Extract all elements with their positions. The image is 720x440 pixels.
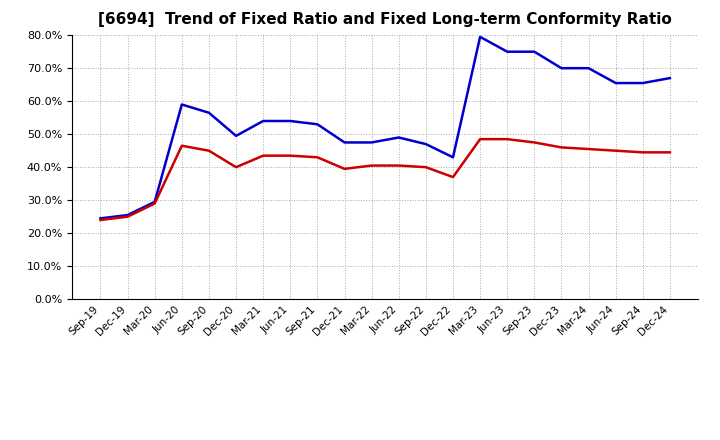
Fixed Ratio (421, 141, 430, 147)
Fixed Long-term Conformity Ratio (232, 165, 240, 170)
Line: Fixed Long-term Conformity Ratio: Fixed Long-term Conformity Ratio (101, 139, 670, 220)
Fixed Ratio (367, 140, 376, 145)
Fixed Long-term Conformity Ratio (367, 163, 376, 168)
Fixed Long-term Conformity Ratio (476, 136, 485, 142)
Fixed Long-term Conformity Ratio (286, 153, 294, 158)
Fixed Long-term Conformity Ratio (313, 154, 322, 160)
Fixed Long-term Conformity Ratio (449, 174, 457, 180)
Fixed Long-term Conformity Ratio (503, 136, 511, 142)
Fixed Ratio (449, 154, 457, 160)
Fixed Long-term Conformity Ratio (259, 153, 268, 158)
Fixed Ratio (611, 81, 620, 86)
Fixed Ratio (395, 135, 403, 140)
Fixed Ratio (639, 81, 647, 86)
Fixed Ratio (204, 110, 213, 115)
Fixed Long-term Conformity Ratio (584, 147, 593, 152)
Fixed Ratio (123, 213, 132, 218)
Fixed Long-term Conformity Ratio (557, 145, 566, 150)
Fixed Long-term Conformity Ratio (341, 166, 349, 172)
Fixed Long-term Conformity Ratio (150, 201, 159, 206)
Fixed Ratio (150, 199, 159, 205)
Fixed Ratio (286, 118, 294, 124)
Fixed Ratio (341, 140, 349, 145)
Fixed Long-term Conformity Ratio (530, 140, 539, 145)
Fixed Ratio (178, 102, 186, 107)
Fixed Long-term Conformity Ratio (639, 150, 647, 155)
Fixed Ratio (530, 49, 539, 54)
Fixed Ratio (503, 49, 511, 54)
Fixed Ratio (476, 34, 485, 40)
Fixed Ratio (313, 121, 322, 127)
Fixed Long-term Conformity Ratio (96, 217, 105, 223)
Fixed Ratio (584, 66, 593, 71)
Fixed Ratio (665, 75, 674, 81)
Fixed Ratio (96, 216, 105, 221)
Fixed Ratio (557, 66, 566, 71)
Fixed Long-term Conformity Ratio (395, 163, 403, 168)
Fixed Ratio (259, 118, 268, 124)
Fixed Long-term Conformity Ratio (421, 165, 430, 170)
Fixed Long-term Conformity Ratio (665, 150, 674, 155)
Title: [6694]  Trend of Fixed Ratio and Fixed Long-term Conformity Ratio: [6694] Trend of Fixed Ratio and Fixed Lo… (99, 12, 672, 27)
Line: Fixed Ratio: Fixed Ratio (101, 37, 670, 218)
Fixed Long-term Conformity Ratio (204, 148, 213, 153)
Fixed Long-term Conformity Ratio (178, 143, 186, 148)
Fixed Ratio (232, 133, 240, 139)
Fixed Long-term Conformity Ratio (123, 214, 132, 220)
Fixed Long-term Conformity Ratio (611, 148, 620, 153)
